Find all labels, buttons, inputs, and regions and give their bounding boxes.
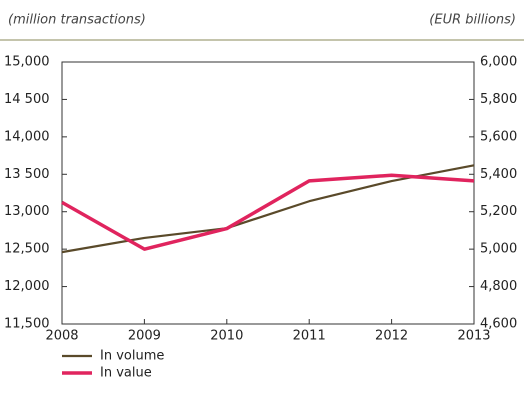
y2-tick-label: 5,400: [480, 167, 517, 182]
y-tick-label: 13 500: [4, 167, 50, 182]
x-tick-label: 2013: [457, 329, 490, 344]
y2-tick-label: 5,600: [480, 129, 517, 144]
y2-tick-label: 6,000: [480, 55, 517, 70]
x-tick-label: 2009: [128, 329, 161, 344]
x-tick-label: 2012: [375, 329, 408, 344]
legend-label: In volume: [100, 349, 164, 364]
y2-tick-label: 5,000: [480, 242, 517, 257]
y-tick-label: 11,500: [4, 317, 50, 332]
y2-tick-label: 4,800: [480, 279, 517, 294]
x-tick-label: 2011: [293, 329, 326, 344]
y2-tick-label: 5,800: [480, 92, 517, 107]
y-tick-label: 15,000: [4, 55, 50, 70]
legend-label: In value: [100, 366, 152, 381]
x-tick-label: 2008: [45, 329, 78, 344]
y-tick-label: 14,000: [4, 129, 50, 144]
y-tick-label: 12,000: [4, 279, 50, 294]
y-unit-label: (million transactions): [8, 13, 146, 28]
plot-frame: [61, 61, 475, 325]
y2-tick-label: 4,600: [480, 317, 517, 332]
y2-unit-label: (EUR billions): [429, 13, 516, 28]
data-line: [61, 173, 475, 251]
x-tick-label: 2010: [210, 329, 243, 344]
y-tick-label: 13,000: [4, 204, 50, 219]
y-tick-label: 14 500: [4, 92, 50, 107]
y-tick-label: 12,500: [4, 242, 50, 257]
y2-tick-label: 5,200: [480, 204, 517, 219]
